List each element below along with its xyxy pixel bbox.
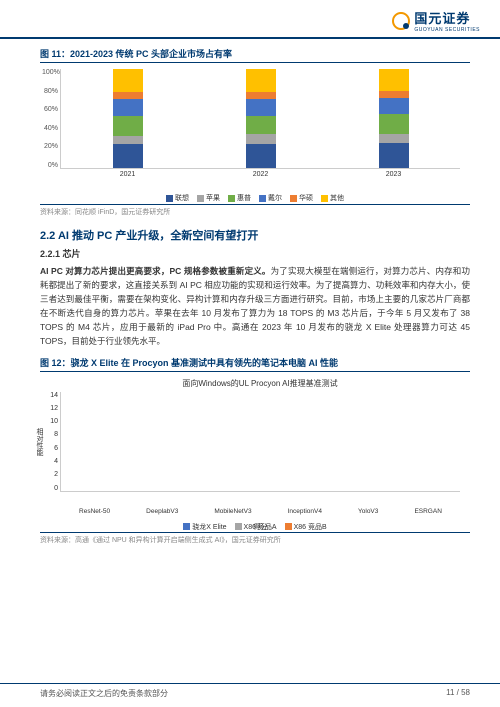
page-header: 国元证券 GUOYUAN SECURITIES xyxy=(0,0,500,39)
body-rest: 为了实现大模型在端侧运行，对算力芯片、内存和功耗都提出了新的要求，这直接关系到 … xyxy=(40,266,470,346)
x-axis-label: 得分 xyxy=(254,522,268,532)
chart2-x-labels: ResNet-50DeeplabV3MobileNetV3InceptionV4… xyxy=(61,508,460,515)
chart-x-labels: 202120222023 xyxy=(61,171,460,178)
chart-subtitle: 面向Windows的UL Procyon AI推理基准测试 xyxy=(60,378,460,389)
chart2-plot: ResNet-50DeeplabV3MobileNetV3InceptionV4… xyxy=(60,392,460,492)
figure-12-title: 图 12：骁龙 X Elite 在 Procyon 基准测试中具有领先的笔记本电… xyxy=(40,356,470,372)
logo-icon xyxy=(392,12,410,30)
page-footer: 请务必阅读正文之后的免责条款部分 11 / 58 xyxy=(0,683,500,699)
page-content: 图 11：2021-2023 传统 PC 头部企业市场占有率 100%80%60… xyxy=(0,39,500,545)
y-axis-label: 相对性能 xyxy=(34,428,44,456)
logo-subtitle: GUOYUAN SECURITIES xyxy=(414,27,480,33)
chart2-y-axis: 14121086420 xyxy=(46,392,58,492)
stacked-bars xyxy=(61,69,460,168)
subsection-title: 2.2.1 芯片 xyxy=(40,247,470,260)
figure-12-source: 资料来源：高通《通过 NPU 和异构计算开启端侧生成式 AI》，国元证券研究所 xyxy=(40,532,470,545)
figure-11-legend: 联想苹果惠普戴尔华硕其他 xyxy=(40,193,470,204)
lead-sentence: AI PC 对算力芯片提出更高要求，PC 规格参数被重新定义。 xyxy=(40,266,271,276)
body-paragraph: AI PC 对算力芯片提出更高要求，PC 规格参数被重新定义。为了实现大模型在端… xyxy=(40,264,470,348)
figure-11-chart: 100%80%60%40%20%0% 202120222023 xyxy=(60,69,460,189)
logo-name: 国元证券 xyxy=(414,8,480,27)
figure-12-chart: 面向Windows的UL Procyon AI推理基准测试 相对性能 14121… xyxy=(60,378,460,518)
chart-y-axis: 100%80%60%40%20%0% xyxy=(42,69,58,169)
grouped-bars xyxy=(61,392,460,491)
page-number: 11 / 58 xyxy=(446,688,470,699)
chart-plot: 202120222023 xyxy=(60,69,460,169)
figure-11-source: 资料来源：同花顺 iFinD，国元证券研究所 xyxy=(40,204,470,217)
section-title: 2.2 AI 推动 PC 产业升级，全新空间有望打开 xyxy=(40,227,470,243)
disclaimer-text: 请务必阅读正文之后的免责条款部分 xyxy=(40,688,168,699)
figure-11-title: 图 11：2021-2023 传统 PC 头部企业市场占有率 xyxy=(40,47,470,63)
company-logo: 国元证券 GUOYUAN SECURITIES xyxy=(392,8,480,33)
